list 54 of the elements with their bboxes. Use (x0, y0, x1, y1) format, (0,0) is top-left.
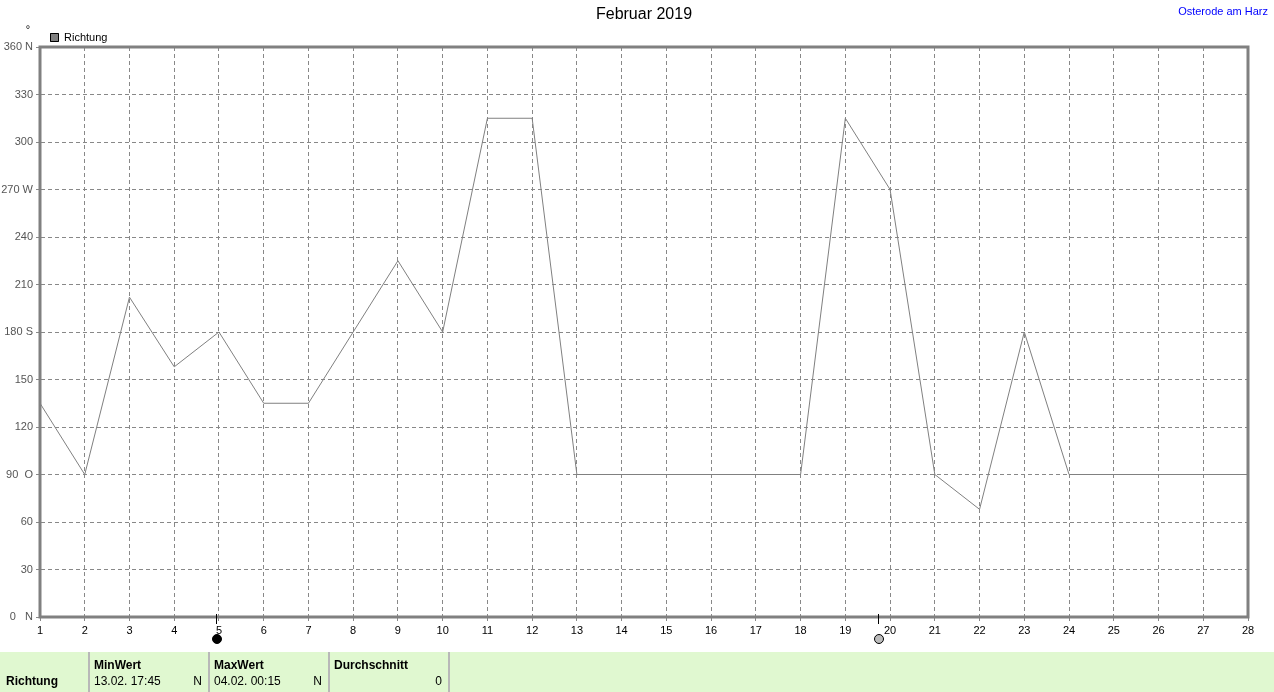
x-tick-label: 1 (36, 623, 44, 636)
text: MaxWert (214, 658, 264, 672)
x-tick-label: 28 (1241, 623, 1255, 636)
x-tick-label: 5 (215, 623, 223, 636)
x-tick-label: 19 (839, 623, 852, 636)
x-tick-label: 24 (1062, 623, 1076, 636)
y-tick-label: 240 (14, 230, 33, 243)
y-tick-label: 90 O (6, 467, 34, 480)
x-tick-label: 18 (794, 623, 807, 636)
y-tick-label: 180 S (4, 325, 33, 338)
text: Richtung (6, 674, 58, 688)
x-tick-label: 12 (526, 623, 539, 636)
x-tick-label: 20 (883, 623, 897, 636)
text: N (193, 674, 202, 688)
x-tick-label: 23 (1018, 623, 1031, 636)
y-axis-title: ° (25, 23, 31, 36)
x-tick-label: 2 (81, 623, 88, 636)
x-tick-label: 7 (305, 623, 312, 636)
x-tick-label: 4 (171, 623, 178, 636)
text: Durchschnitt (334, 658, 409, 672)
x-tick-label: 13 (570, 623, 584, 636)
text: MinWert (94, 658, 142, 672)
x-tick-label: 26 (1152, 623, 1165, 636)
x-tick-label: 16 (704, 623, 718, 636)
x-tick-label: 3 (126, 623, 133, 636)
text: 13.02. 17:45 (94, 674, 161, 688)
legend-label: Richtung (64, 31, 108, 44)
y-tick-label: 210 (14, 277, 33, 290)
text: Osterode am Harz (1178, 5, 1268, 18)
x-tick-label: 22 (973, 623, 986, 636)
x-tick-label: 17 (749, 623, 762, 636)
x-tick-label: 11 (481, 623, 494, 636)
x-tick-label: 8 (350, 623, 357, 636)
x-tick-label: 27 (1197, 623, 1210, 636)
y-tick-label: 270 W (1, 182, 34, 195)
x-tick-label: 6 (260, 623, 267, 636)
x-tick-label: 15 (660, 623, 673, 636)
y-tick-label: 30 (20, 562, 33, 575)
y-tick-label: 150 (14, 372, 33, 385)
text: N (313, 674, 322, 688)
y-tick-label: 330 (14, 87, 33, 100)
y-tick-label: 120 (14, 420, 33, 433)
chart-title: Februar 2019 (595, 5, 693, 23)
x-tick-label: 10 (436, 623, 449, 636)
text: 0 (435, 674, 442, 688)
y-tick-label: 60 (20, 515, 33, 528)
x-tick-label: 21 (928, 623, 941, 636)
y-tick-label: 360 N (3, 40, 34, 53)
y-tick-label: 0 N (9, 610, 34, 623)
x-tick-label: 14 (615, 623, 628, 636)
x-tick-label: 25 (1107, 623, 1120, 636)
x-tick-label: 9 (394, 623, 401, 636)
text: 04.02. 00:15 (214, 674, 281, 688)
y-tick-label: 300 (14, 135, 33, 148)
